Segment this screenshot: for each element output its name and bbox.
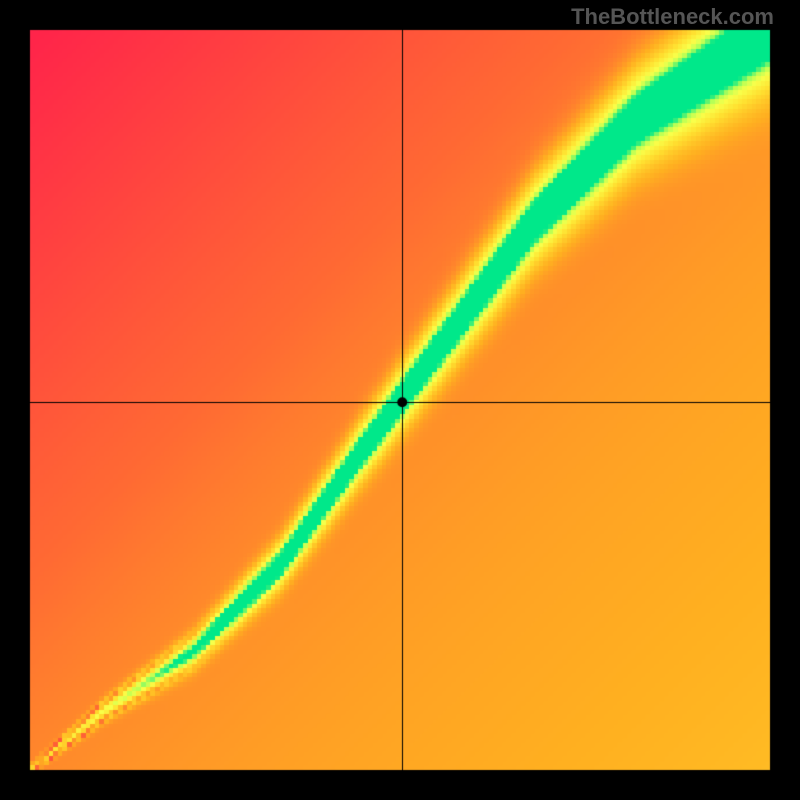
stage: TheBottleneck.com	[0, 0, 800, 800]
bottleneck-heatmap	[0, 0, 800, 800]
watermark-text: TheBottleneck.com	[571, 4, 774, 30]
